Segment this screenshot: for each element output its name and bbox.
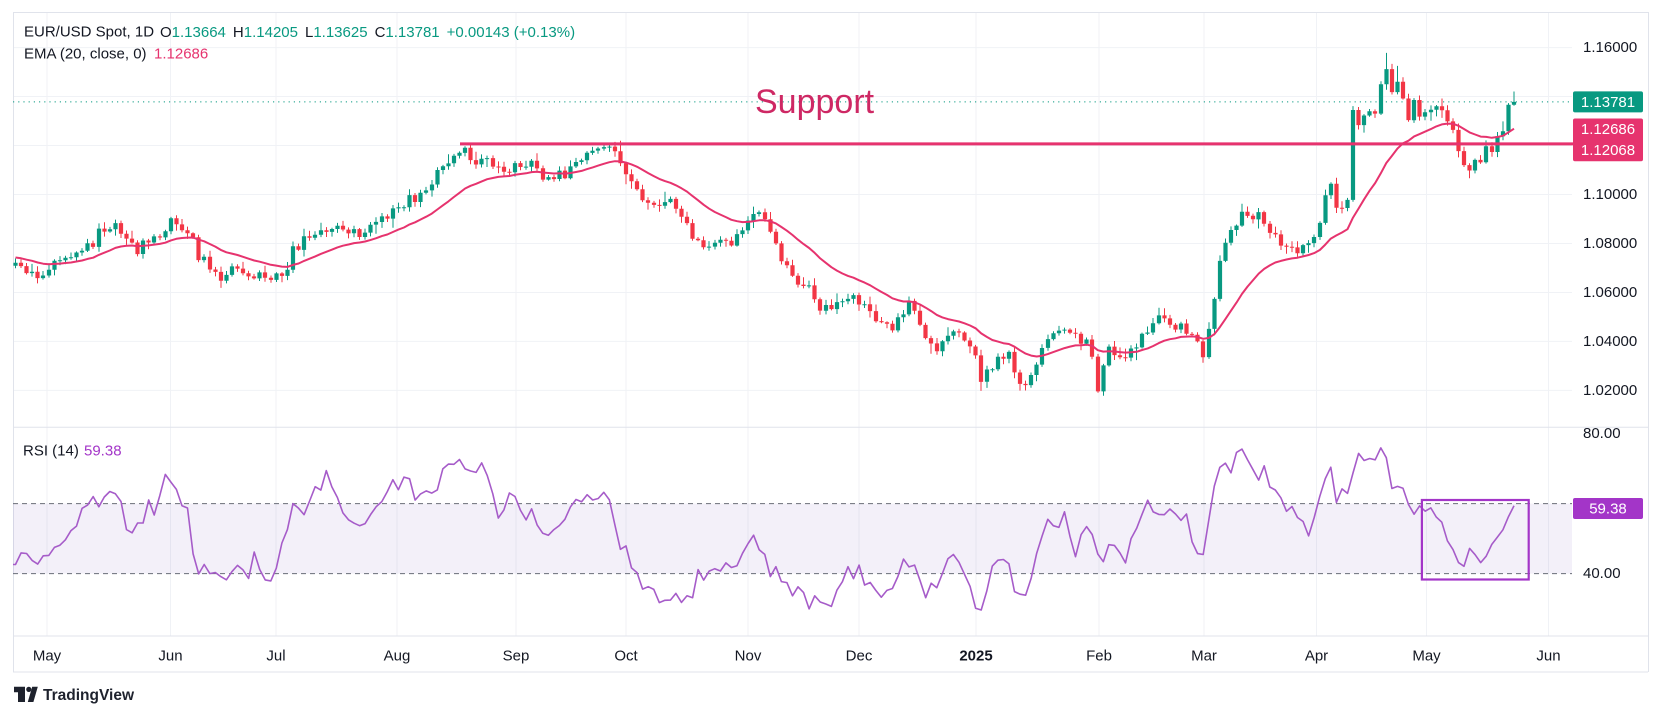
svg-text:1.12068: 1.12068 (1581, 142, 1635, 159)
svg-text:Jul: Jul (266, 648, 285, 665)
svg-text:Jun: Jun (158, 648, 182, 665)
svg-text:RSI (14): RSI (14) (23, 443, 79, 460)
svg-text:1.13781: 1.13781 (1581, 94, 1635, 111)
svg-text:1.02000: 1.02000 (1583, 382, 1637, 399)
svg-text:1.16000: 1.16000 (1583, 39, 1637, 56)
svg-text:Jun: Jun (1536, 648, 1560, 665)
svg-text:1.10000: 1.10000 (1583, 186, 1637, 203)
svg-text:EMA (20, close, 0): EMA (20, close, 0) (24, 46, 147, 63)
svg-text:Nov: Nov (735, 648, 762, 665)
svg-text:Dec: Dec (846, 648, 873, 665)
svg-text:Mar: Mar (1191, 648, 1217, 665)
svg-text:EUR/USD Spot, 1D: EUR/USD Spot, 1D (24, 24, 154, 41)
svg-text:Feb: Feb (1086, 648, 1112, 665)
svg-text:Support: Support (755, 83, 875, 121)
svg-text:May: May (1412, 648, 1441, 665)
svg-text:May: May (33, 648, 62, 665)
svg-text:59.38: 59.38 (84, 443, 122, 460)
svg-text:2025: 2025 (959, 648, 992, 665)
svg-text:Oct: Oct (614, 648, 638, 665)
svg-text:1.06000: 1.06000 (1583, 284, 1637, 301)
svg-text:40.00: 40.00 (1583, 565, 1621, 582)
svg-text:TradingView: TradingView (43, 687, 135, 704)
svg-text:80.00: 80.00 (1583, 425, 1621, 442)
svg-text:1.12686: 1.12686 (1581, 121, 1635, 138)
svg-text:1.12686: 1.12686 (154, 46, 208, 63)
svg-text:Aug: Aug (384, 648, 411, 665)
svg-text:1.08000: 1.08000 (1583, 235, 1637, 252)
svg-text:Sep: Sep (503, 648, 530, 665)
svg-text:1.04000: 1.04000 (1583, 333, 1637, 350)
svg-text:59.38: 59.38 (1589, 500, 1627, 517)
svg-text:Apr: Apr (1305, 648, 1328, 665)
